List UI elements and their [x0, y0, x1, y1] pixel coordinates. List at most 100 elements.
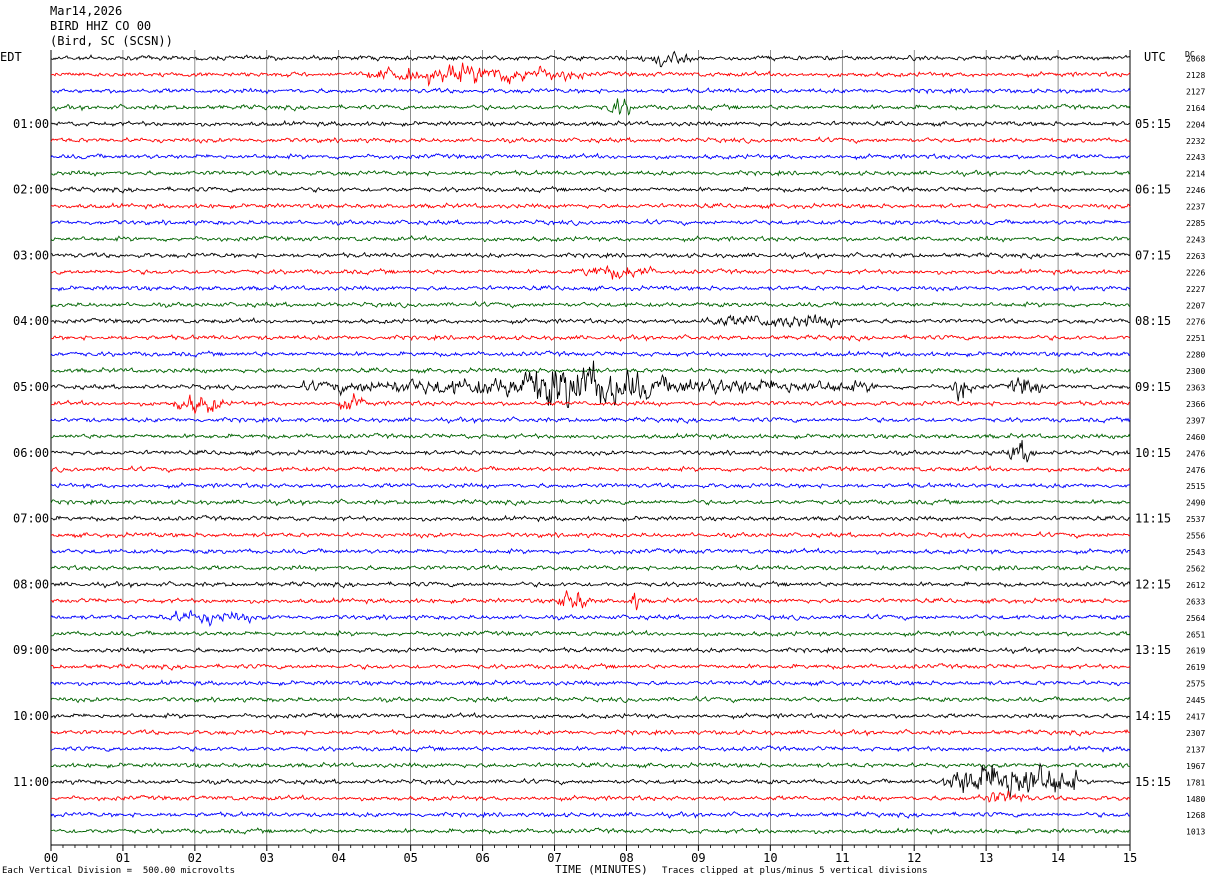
seismic-trace [50, 366, 1131, 375]
dc-offset-label: 2243 [1186, 235, 1205, 244]
left-time-label: 02:00 [13, 183, 49, 197]
seismic-trace [50, 350, 1131, 358]
right-time-label: 12:15 [1135, 577, 1171, 591]
seismic-trace [50, 465, 1131, 474]
dc-offset-label: 2612 [1186, 581, 1205, 590]
right-time-label: 10:15 [1135, 446, 1171, 460]
left-time-label: 11:00 [13, 775, 49, 789]
dc-offset-label: 2537 [1186, 515, 1205, 524]
seismic-trace [50, 393, 1131, 414]
dc-offset-label: 2251 [1186, 334, 1205, 343]
x-tick-label: 11 [835, 851, 849, 865]
seismic-trace [50, 679, 1131, 687]
dc-offset-label: 2619 [1186, 663, 1205, 672]
dc-offset-label: 2397 [1186, 416, 1205, 425]
x-tick-label: 09 [691, 851, 705, 865]
dc-offset-label: 2204 [1186, 120, 1205, 129]
seismic-trace [50, 695, 1131, 704]
left-time-label: 07:00 [13, 512, 49, 526]
x-tick-label: 03 [260, 851, 274, 865]
dc-offset-label: 2556 [1186, 532, 1205, 541]
x-tick-label: 07 [547, 851, 561, 865]
seismic-trace [50, 87, 1131, 95]
dc-offset-label: 2562 [1186, 564, 1205, 573]
seismic-trace [50, 580, 1131, 589]
dc-offset-label: 2543 [1186, 548, 1205, 557]
footer-clip-note: Traces clipped at plus/minus 5 vertical … [662, 866, 928, 876]
right-time-label: 11:15 [1135, 512, 1171, 526]
dc-offset-label: 2263 [1186, 252, 1205, 261]
dc-offset-label: 2128 [1186, 71, 1205, 80]
seismic-trace [50, 333, 1131, 342]
dc-offset-label: 2445 [1186, 696, 1205, 705]
seismic-trace [50, 152, 1131, 161]
right-time-label: 07:15 [1135, 248, 1171, 262]
dc-offset-label: 2366 [1186, 400, 1205, 409]
dc-offset-label: 2237 [1186, 203, 1205, 212]
right-axis-label: UTC [1144, 50, 1166, 64]
dc-label: DC [1185, 50, 1195, 59]
right-time-label: 13:15 [1135, 643, 1171, 657]
seismic-trace [50, 360, 1131, 408]
seismic-trace [50, 609, 1131, 627]
dc-offset-label: 2633 [1186, 597, 1205, 606]
seismic-trace [50, 235, 1131, 243]
seismic-trace [50, 531, 1131, 539]
right-time-label: 14:15 [1135, 709, 1171, 723]
dc-offset-label: 2490 [1186, 499, 1205, 508]
dc-offset-label: 1967 [1186, 762, 1205, 771]
x-tick-label: 06 [475, 851, 489, 865]
left-time-label: 05:00 [13, 380, 49, 394]
dc-offset-label: 1013 [1186, 828, 1205, 837]
seismic-trace [50, 136, 1131, 145]
right-time-label: 06:15 [1135, 183, 1171, 197]
dc-offset-label: 2164 [1186, 104, 1205, 113]
header-channel: BIRD HHZ CO 00 [50, 19, 152, 33]
seismic-trace [50, 745, 1131, 753]
x-axis-title: TIME (MINUTES) [555, 863, 648, 876]
seismic-trace [50, 590, 1131, 611]
seismic-trace [50, 662, 1131, 671]
x-tick-label: 10 [763, 851, 777, 865]
dc-offset-label: 2227 [1186, 285, 1205, 294]
footer-vertical-division: Each Vertical Division = 500.00 microvol… [2, 866, 235, 876]
dc-offset-label: 1480 [1186, 795, 1205, 804]
right-time-label: 09:15 [1135, 380, 1171, 394]
seismic-trace [50, 185, 1131, 194]
seismic-trace [50, 790, 1131, 803]
seismic-trace [50, 482, 1131, 490]
left-time-label: 08:00 [13, 577, 49, 591]
seismic-trace [50, 514, 1131, 523]
x-tick-label: 14 [1051, 851, 1065, 865]
left-time-label: 04:00 [13, 314, 49, 328]
left-time-label: 06:00 [13, 446, 49, 460]
seismic-trace [51, 827, 1131, 835]
dc-offset-label: 2300 [1186, 367, 1205, 376]
dc-offset-label: 2127 [1186, 87, 1205, 96]
x-tick-label: 08 [619, 851, 633, 865]
left-time-label: 09:00 [13, 643, 49, 657]
dc-offset-label: 2285 [1186, 219, 1205, 228]
x-tick-label: 04 [332, 851, 346, 865]
dc-offset-label: 2307 [1186, 729, 1205, 738]
dc-offset-label: 2068 [1186, 55, 1205, 64]
seismic-trace [50, 498, 1131, 507]
dc-offset-label: 2363 [1186, 384, 1205, 393]
left-time-label: 01:00 [13, 117, 49, 131]
seismic-trace [50, 169, 1131, 178]
dc-offset-label: 2564 [1186, 614, 1205, 623]
dc-offset-label: 2515 [1186, 482, 1205, 491]
left-time-label: 10:00 [13, 709, 49, 723]
dc-offset-label: 2214 [1186, 170, 1205, 179]
seismic-trace [50, 761, 1130, 769]
left-time-label: 03:00 [13, 248, 49, 262]
seismic-trace [50, 646, 1131, 655]
x-tick-label: 02 [188, 851, 202, 865]
seismic-trace [50, 98, 1131, 116]
seismic-trace [50, 432, 1131, 441]
seismic-trace [50, 728, 1131, 737]
dc-offset-label: 2276 [1186, 318, 1205, 327]
header-station: (Bird, SC (SCSN)) [50, 34, 173, 48]
x-tick-label: 01 [116, 851, 130, 865]
dc-offset-label: 2575 [1186, 680, 1205, 689]
